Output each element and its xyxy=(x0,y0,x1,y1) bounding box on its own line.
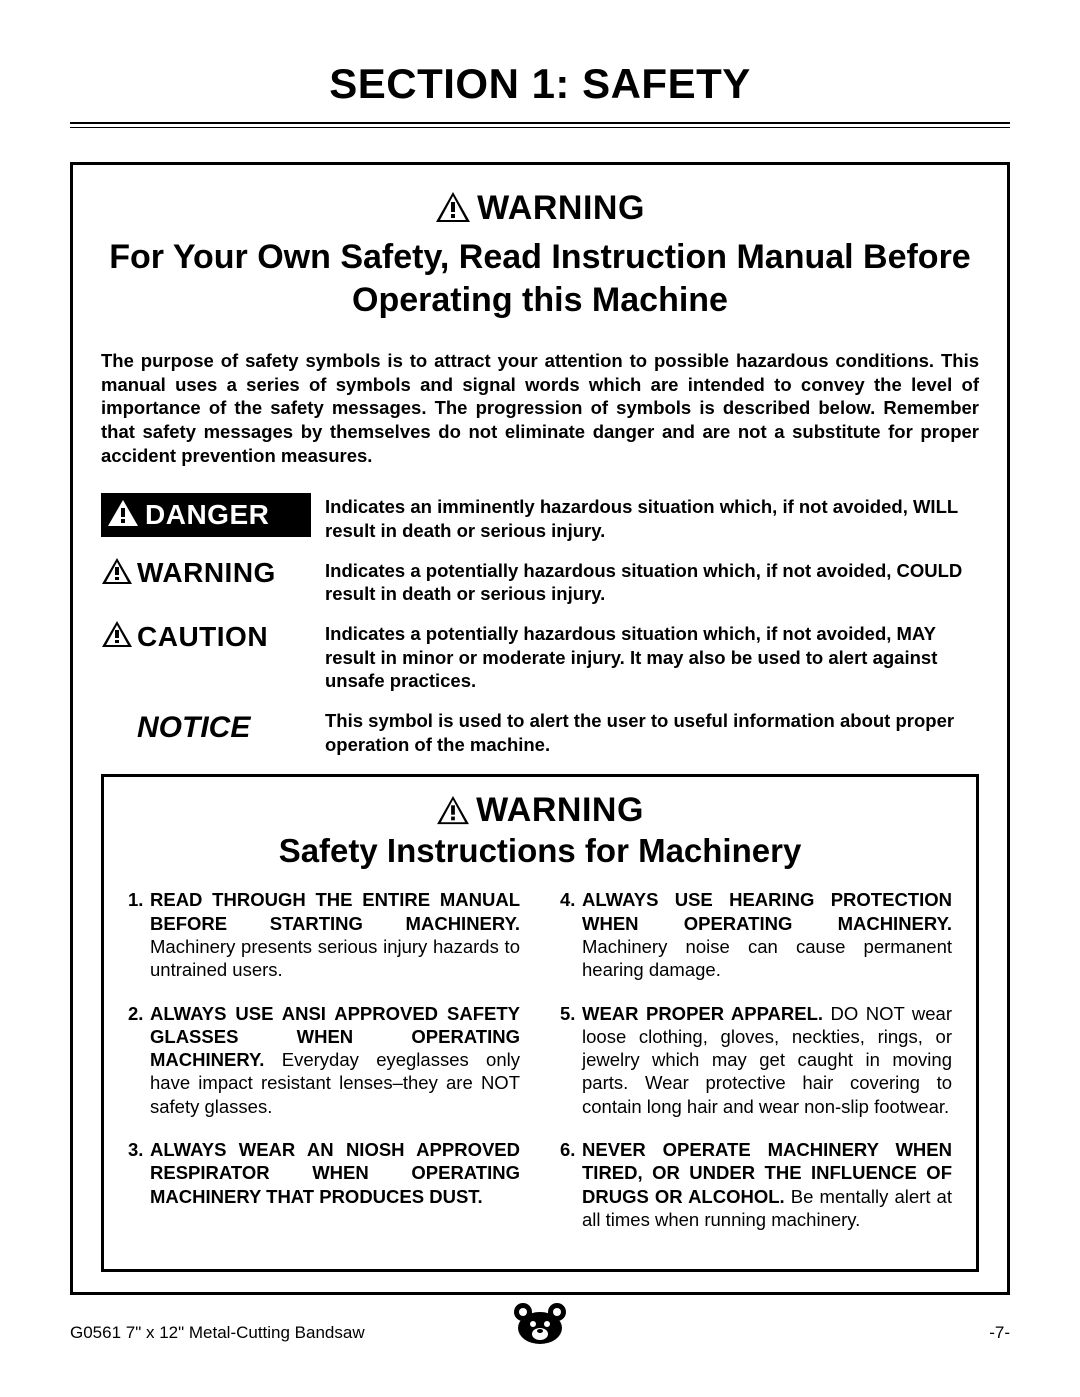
alert-triangle-icon xyxy=(435,191,471,228)
instruction-2: 2. ALWAYS USE ANSI APPROVED SAFETY GLASS… xyxy=(128,1002,520,1118)
item-number: 3. xyxy=(128,1138,150,1208)
danger-label-text: DANGER xyxy=(145,499,269,531)
notice-label: NOTICE xyxy=(101,707,311,745)
alert-triangle-icon xyxy=(101,557,133,590)
footer-right: -7- xyxy=(989,1323,1010,1343)
notice-text: This symbol is used to alert the user to… xyxy=(325,707,979,756)
item-number: 5. xyxy=(560,1002,582,1118)
item-lead: WEAR PROPER APPAREL. xyxy=(582,1003,823,1024)
safety-instructions-box: WARNING Safety Instructions for Machiner… xyxy=(101,774,979,1272)
right-column: 4. ALWAYS USE HEARING PROTECTION WHEN OP… xyxy=(560,888,952,1251)
page-footer: G0561 7" x 12" Metal-Cutting Bandsaw -7- xyxy=(70,1323,1010,1343)
item-lead: READ THROUGH THE ENTIRE MANUAL BEFORE ST… xyxy=(150,889,520,933)
item-body: Machinery presents serious injury hazard… xyxy=(150,936,520,980)
alert-triangle-icon xyxy=(436,795,470,830)
instruction-1: 1. READ THROUGH THE ENTIRE MANUAL BEFORE… xyxy=(128,888,520,981)
caution-label: CAUTION xyxy=(101,620,311,653)
inner-warning-header: WARNING xyxy=(128,791,952,830)
instruction-4: 4. ALWAYS USE HEARING PROTECTION WHEN OP… xyxy=(560,888,952,981)
danger-text: Indicates an imminently hazardous situat… xyxy=(325,493,979,542)
subtitle: For Your Own Safety, Read Instruction Ma… xyxy=(101,236,979,321)
instruction-6: 6. NEVER OPERATE MACHINERY WHEN TIRED, O… xyxy=(560,1138,952,1231)
warning-label: WARNING xyxy=(101,557,311,590)
intro-paragraph: The purpose of safety symbols is to attr… xyxy=(101,349,979,467)
definitions-list: DANGER Indicates an imminently hazardous… xyxy=(101,493,979,756)
bear-logo-icon xyxy=(511,1298,569,1349)
inner-title: Safety Instructions for Machinery xyxy=(128,832,952,870)
warning-label-text: WARNING xyxy=(137,557,276,589)
item-number: 1. xyxy=(128,888,150,981)
caution-text: Indicates a potentially hazardous situat… xyxy=(325,620,979,693)
item-number: 6. xyxy=(560,1138,582,1231)
alert-triangle-icon xyxy=(107,499,139,532)
item-lead: ALWAYS WEAR AN NIOSH APPROVED RESPIRATOR… xyxy=(150,1139,520,1207)
instruction-5: 5. WEAR PROPER APPAREL. DO NOT wear loos… xyxy=(560,1002,952,1118)
def-caution: CAUTION Indicates a potentially hazardou… xyxy=(101,620,979,693)
left-column: 1. READ THROUGH THE ENTIRE MANUAL BEFORE… xyxy=(128,888,520,1251)
instruction-columns: 1. READ THROUGH THE ENTIRE MANUAL BEFORE… xyxy=(128,888,952,1251)
footer-left: G0561 7" x 12" Metal-Cutting Bandsaw xyxy=(70,1323,365,1343)
item-lead: ALWAYS USE HEARING PROTECTION WHEN OPERA… xyxy=(582,889,952,933)
def-warning: WARNING Indicates a potentially hazardou… xyxy=(101,557,979,606)
danger-label: DANGER xyxy=(101,493,311,537)
warning-text: Indicates a potentially hazardous situat… xyxy=(325,557,979,606)
def-notice: NOTICE This symbol is used to alert the … xyxy=(101,707,979,756)
item-number: 2. xyxy=(128,1002,150,1118)
instruction-3: 3. ALWAYS WEAR AN NIOSH APPROVED RESPIRA… xyxy=(128,1138,520,1208)
warning-word: WARNING xyxy=(477,189,645,227)
inner-warning-word: WARNING xyxy=(476,791,644,829)
warning-header: WARNING xyxy=(101,189,979,228)
safety-outer-box: WARNING For Your Own Safety, Read Instru… xyxy=(70,162,1010,1295)
double-rule xyxy=(70,122,1010,128)
item-body: Machinery noise can cause permanent hear… xyxy=(582,936,952,980)
item-number: 4. xyxy=(560,888,582,981)
def-danger: DANGER Indicates an imminently hazardous… xyxy=(101,493,979,542)
section-title: SECTION 1: SAFETY xyxy=(70,60,1010,108)
alert-triangle-icon xyxy=(101,620,133,653)
caution-label-text: CAUTION xyxy=(137,621,268,653)
